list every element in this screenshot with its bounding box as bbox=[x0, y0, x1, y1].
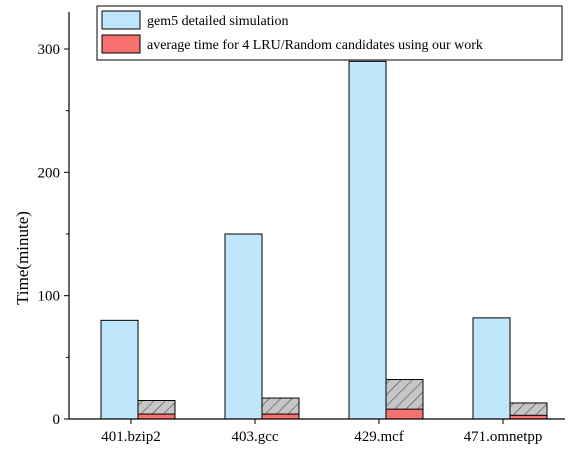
y-tick-label: 300 bbox=[38, 42, 61, 58]
bar-ours-401.bzip2 bbox=[137, 413, 176, 420]
y-axis-label: Time(minute) bbox=[13, 211, 32, 305]
legend-label: gem5 detailed simulation bbox=[147, 14, 289, 29]
y-tick-label: 0 bbox=[53, 412, 61, 428]
x-tick-label: 401.bzip2 bbox=[101, 429, 161, 445]
bar-gem5-403.gcc bbox=[224, 233, 263, 420]
bar-ours-403.gcc bbox=[261, 413, 300, 420]
legend-box bbox=[96, 5, 563, 61]
legend-swatch bbox=[101, 34, 141, 54]
y-tick-label: 100 bbox=[38, 289, 61, 305]
y-tick-label: 200 bbox=[38, 165, 61, 181]
bar-gem5-429.mcf bbox=[348, 60, 387, 420]
x-tick-label: 471.omnetpp bbox=[464, 429, 543, 445]
x-tick-label: 403.gcc bbox=[231, 429, 278, 445]
legend-swatch bbox=[101, 10, 141, 30]
legend: gem5 detailed simulation average time for… bbox=[96, 5, 563, 61]
bars-layer bbox=[100, 60, 548, 420]
bar-gem5-471.omnetpp bbox=[472, 317, 511, 420]
bar-ours-429.mcf bbox=[385, 408, 424, 420]
bar-gem5-401.bzip2 bbox=[100, 319, 139, 420]
axes-layer: 401.bzip2 403.gcc 429.mcf 471.omnetpp 0 100 20… bbox=[38, 12, 565, 445]
x-tick-label: 429.mcf bbox=[354, 429, 404, 445]
legend-label: average time for 4 LRU/Random candidates… bbox=[147, 38, 483, 53]
